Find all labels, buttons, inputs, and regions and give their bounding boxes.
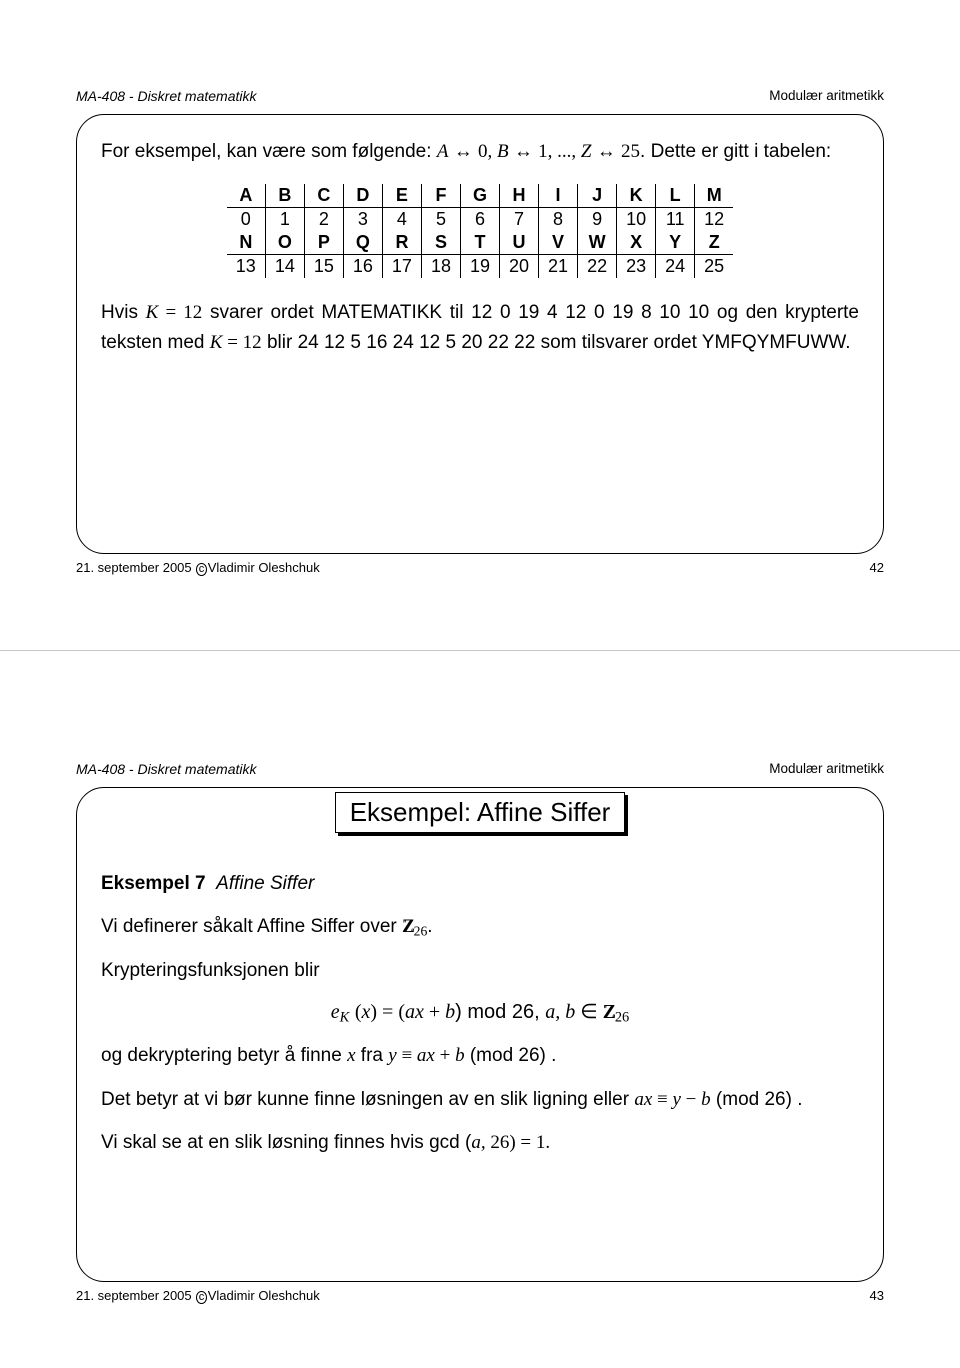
sym-K: K (210, 332, 223, 353)
table-row: 13141516171819202122232425 (227, 255, 733, 279)
plus: + (424, 1001, 445, 1023)
example-heading: Eksempel 7 Affine Siffer (101, 869, 859, 898)
slide-43: MA-408 - Diskret matematikk Modulær arit… (0, 651, 960, 1368)
mod-text: ) mod 26, (455, 1001, 545, 1023)
footer-date-author: 21. september 2005 cVladimir Oleshchuk (76, 560, 320, 576)
footer-author: Vladimir Oleshchuk (208, 560, 320, 575)
topic: Modulær aritmetikk (769, 88, 884, 104)
sym-e: e (331, 1001, 340, 1023)
copyright-icon: c (196, 563, 207, 576)
copyright-icon: c (196, 1291, 207, 1304)
sym-ab: a, b (545, 1001, 575, 1023)
course-code: MA-408 - Diskret matematikk (76, 88, 256, 104)
content-frame: For eksempel, kan være som følgende: A ↔… (76, 114, 884, 554)
eq-12: = 12 (222, 332, 261, 353)
footer-author: Vladimir Oleshchuk (208, 1288, 320, 1303)
text: blir 24 12 5 16 24 12 5 20 22 22 som til… (262, 332, 851, 353)
example-name: Affine Siffer (216, 873, 314, 894)
sym-y: y (388, 1045, 396, 1066)
example-number: Eksempel 7 (101, 873, 206, 894)
intro-text: For eksempel, kan være som følgende: (101, 141, 437, 162)
encrypt-label: Krypteringsfunksjonen blir (101, 956, 859, 985)
text: Vi definerer såkalt Affine Siffer over (101, 916, 402, 937)
text: fra (356, 1045, 389, 1066)
sym-ax: ax (405, 1001, 424, 1023)
text: 26) = 1. (490, 1132, 550, 1153)
course-code: MA-408 - Diskret matematikk (76, 761, 256, 777)
sym-B: B (497, 141, 509, 162)
title-wrap: Eksempel: Affine Siffer (101, 792, 859, 833)
table-row: NOPQRSTUVWXYZ (227, 231, 733, 255)
blackboard-Z-icon: Z (402, 912, 414, 941)
sym-b: b (445, 1001, 455, 1023)
gcd-paragraph: Vi skal se at en slik løsning finnes hvi… (101, 1128, 859, 1157)
intro-text-tail: . Dette er gitt i tabelen: (640, 141, 831, 162)
slide-header: MA-408 - Diskret matematikk Modulær arit… (76, 88, 884, 104)
topic: Modulær aritmetikk (769, 761, 884, 777)
definition-paragraph: Vi definerer såkalt Affine Siffer over Z… (101, 912, 859, 942)
arrow-icon: ↔ (597, 141, 616, 162)
sym-25: 25 (621, 141, 640, 162)
eq-12: = 12 (158, 302, 202, 323)
sym-b: b (701, 1089, 711, 1110)
slide-title: Eksempel: Affine Siffer (335, 792, 626, 833)
mod-text: (mod 26) . (711, 1089, 803, 1110)
sub-26: 26 (414, 924, 428, 939)
text: og dekryptering betyr å finne (101, 1045, 347, 1066)
decrypt-paragraph: og dekryptering betyr å finne x fra y ≡ … (101, 1041, 859, 1070)
plus: + (435, 1045, 455, 1066)
sym-1: 1 (538, 141, 548, 162)
slide-footer: 21. september 2005 cVladimir Oleshchuk 4… (76, 560, 884, 576)
slide-header: MA-408 - Diskret matematikk Modulær arit… (76, 761, 884, 777)
element-of-icon: ∈ (575, 1001, 602, 1023)
mod-text: (mod 26) . (465, 1045, 557, 1066)
sym-Z: Z (581, 141, 592, 162)
table-row: ABCDEFGHIJKLM (227, 184, 733, 208)
arrow-icon: ↔ (514, 141, 533, 162)
page-number: 42 (870, 560, 884, 576)
example-paragraph: Hvis K = 12 svarer ordet MATEMATIKK til … (101, 298, 859, 357)
sub-26: 26 (615, 1010, 629, 1026)
sym-K: K (146, 302, 159, 323)
slide-footer: 21. september 2005 cVladimir Oleshchuk 4… (76, 1288, 884, 1304)
comma: , (487, 141, 497, 162)
minus: − (681, 1089, 701, 1110)
text: . (427, 916, 432, 937)
footer-date: 21. september 2005 (76, 560, 195, 575)
sym-K: K (340, 1010, 350, 1026)
close-eq-open: ) = ( (370, 1001, 405, 1023)
page-number: 43 (870, 1288, 884, 1304)
dots: , ..., (548, 141, 581, 162)
sym-y: y (672, 1089, 680, 1110)
text: Hvis (101, 302, 146, 323)
sym-a: a, (471, 1132, 490, 1153)
solve-paragraph: Det betyr at vi bør kunne finne løsninge… (101, 1085, 859, 1114)
equiv-icon: ≡ (397, 1045, 417, 1066)
footer-date-author: 21. september 2005 cVladimir Oleshchuk (76, 1288, 320, 1304)
blackboard-Z-icon: Z (603, 1001, 615, 1024)
sym-b: b (455, 1045, 465, 1066)
sym-x: x (347, 1045, 355, 1066)
text: Vi skal se at en slik løsning finnes hvi… (101, 1132, 471, 1153)
equiv-icon: ≡ (652, 1089, 672, 1110)
arrow-icon: ↔ (454, 141, 473, 162)
slide-42: MA-408 - Diskret matematikk Modulær arit… (0, 0, 960, 650)
sym-ax: ax (417, 1045, 435, 1066)
sym-ax: ax (634, 1089, 652, 1110)
display-equation: eK (x) = (ax + b) mod 26, a, b ∈ Z26 (101, 999, 859, 1027)
sym-A: A (437, 141, 449, 162)
text: Det betyr at vi bør kunne finne løsninge… (101, 1089, 634, 1110)
intro-paragraph: For eksempel, kan være som følgende: A ↔… (101, 137, 859, 166)
footer-date: 21. september 2005 (76, 1288, 195, 1303)
table-row: 0123456789101112 (227, 208, 733, 232)
content-frame: Eksempel: Affine Siffer Eksempel 7 Affin… (76, 787, 884, 1282)
alphabet-table: ABCDEFGHIJKLM 0123456789101112 NOPQRSTUV… (227, 184, 733, 278)
